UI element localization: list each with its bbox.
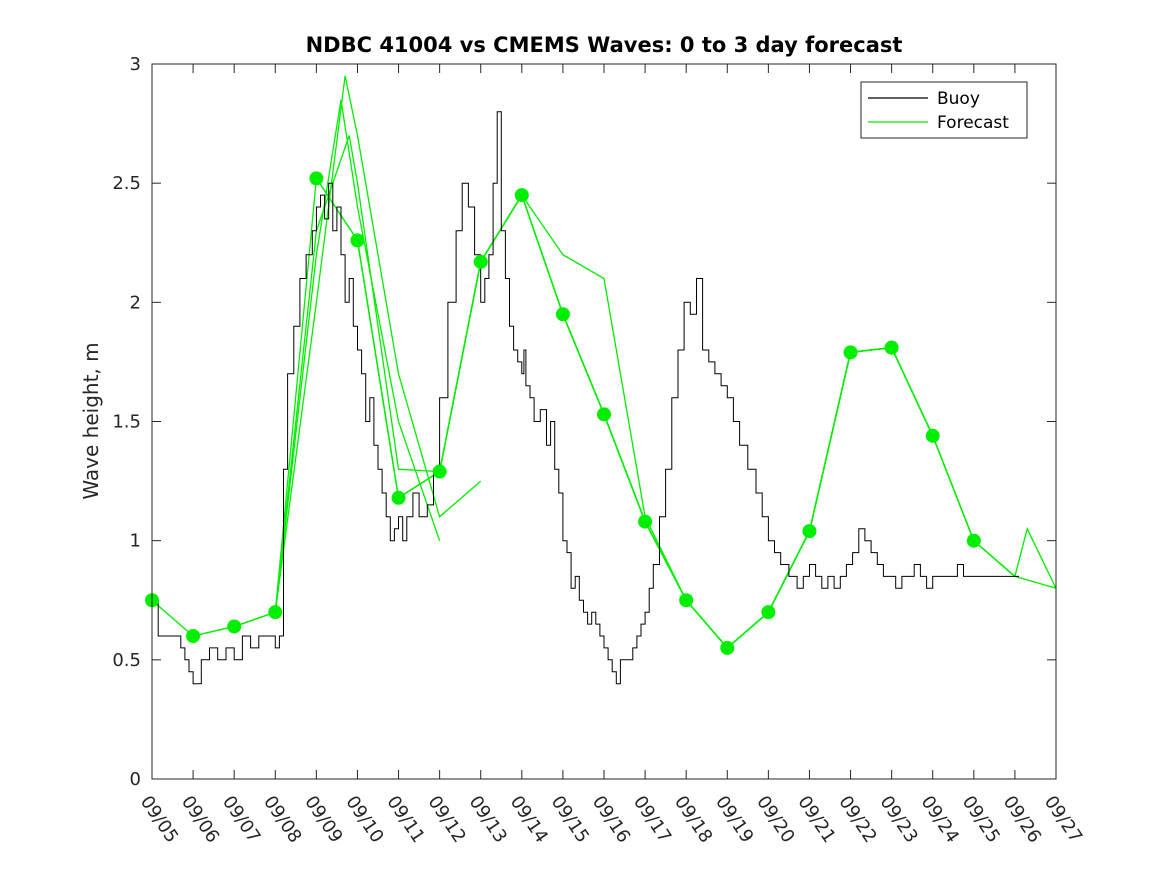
forecast-marker — [309, 171, 324, 186]
y-tick-label: 0 — [130, 769, 141, 790]
forecast-marker — [966, 533, 981, 548]
legend-box — [860, 81, 1028, 139]
x-tick-label: 09/12 — [423, 792, 469, 847]
forecast-marker — [843, 345, 858, 360]
buoy-line — [152, 111, 1019, 685]
legend: Buoy Forecast — [860, 81, 1028, 139]
forecast-marker-group — [145, 171, 981, 655]
forecast-series-group — [151, 75, 1057, 649]
plot-area — [145, 63, 1057, 780]
x-tick-label: 09/13 — [465, 792, 511, 847]
y-tick-label: 3 — [130, 54, 141, 75]
x-tick-label: 09/21 — [793, 792, 839, 847]
forecast-marker — [761, 605, 776, 620]
x-tick-label: 09/19 — [711, 792, 757, 847]
forecast-marker — [268, 605, 283, 620]
forecast-marker — [884, 340, 899, 355]
x-tick-label: 09/23 — [875, 792, 921, 847]
legend-label-forecast: Forecast — [937, 113, 1009, 133]
forecast-marker — [432, 464, 447, 479]
x-tick-label: 09/27 — [1040, 792, 1086, 847]
forecast-marker — [555, 307, 570, 322]
x-tick-label: 09/25 — [958, 792, 1004, 847]
buoy-series-group — [152, 111, 1019, 685]
y-axis: 0 0.5 1 1.5 2 2.5 3 — [112, 54, 1056, 790]
x-tick-label: 09/09 — [300, 792, 346, 847]
y-tick-label: 1.5 — [112, 412, 141, 433]
forecast-marker — [679, 593, 694, 608]
forecast-marker — [597, 407, 611, 422]
forecast-marker — [227, 619, 242, 634]
x-tick-label: 09/16 — [588, 792, 634, 847]
forecast-marker — [925, 428, 940, 443]
x-tick-label: 09/20 — [752, 792, 798, 847]
forecast-marker — [186, 629, 201, 643]
x-tick-label: 09/08 — [259, 792, 305, 847]
x-tick-label: 09/05 — [136, 792, 182, 847]
x-tick-label: 09/07 — [218, 792, 264, 847]
x-tick-label: 09/10 — [341, 792, 387, 847]
forecast-marker — [473, 254, 488, 269]
y-tick-label: 0.5 — [112, 650, 141, 671]
forecast-marker — [638, 514, 653, 529]
x-tick-label: 09/26 — [999, 792, 1045, 847]
plot-background — [152, 64, 1056, 779]
x-tick-label: 09/18 — [670, 792, 716, 847]
x-tick-label: 09/11 — [382, 792, 428, 847]
forecast-marker — [350, 233, 365, 248]
x-tick-label: 09/22 — [834, 792, 880, 847]
forecast-marker — [514, 188, 529, 203]
x-tick-label: 09/06 — [177, 792, 223, 847]
legend-label-buoy: Buoy — [937, 89, 980, 109]
forecast-line-2 — [233, 75, 482, 628]
y-tick-label: 1 — [130, 531, 141, 552]
forecast-marker — [802, 524, 817, 539]
y-tick-label: 2 — [130, 292, 141, 313]
forecast-marker — [720, 640, 735, 655]
y-tick-label: 2.5 — [112, 173, 141, 194]
x-tick-label: 09/14 — [506, 792, 552, 847]
x-tick-label: 09/24 — [917, 792, 963, 847]
y-axis-label: Wave height, m — [79, 342, 103, 499]
x-tick-label: 09/17 — [629, 792, 675, 847]
x-tick-label: 09/15 — [547, 792, 593, 847]
forecast-marker — [391, 490, 406, 505]
chart-title: NDBC 41004 vs CMEMS Waves: 0 to 3 day fo… — [306, 33, 903, 57]
